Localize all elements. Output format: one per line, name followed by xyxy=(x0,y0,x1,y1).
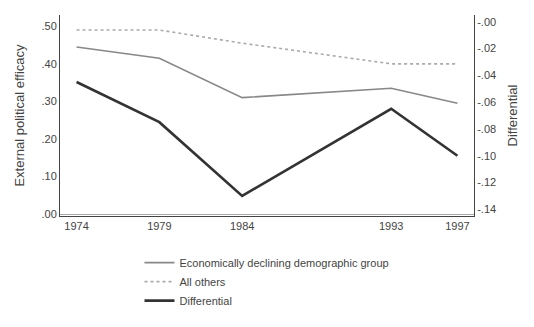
svg-text:1993: 1993 xyxy=(379,220,403,232)
svg-text:All others: All others xyxy=(180,276,226,288)
svg-text:.20: .20 xyxy=(42,133,57,145)
svg-text:.50: .50 xyxy=(42,20,57,32)
svg-text:-.10: -.10 xyxy=(477,150,496,162)
svg-text:-.14: -.14 xyxy=(477,203,496,215)
svg-text:Differential: Differential xyxy=(505,84,520,146)
svg-text:1997: 1997 xyxy=(445,220,469,232)
svg-text:-.06: -.06 xyxy=(477,96,496,108)
svg-text:.00: .00 xyxy=(42,208,57,220)
svg-text:1979: 1979 xyxy=(147,220,171,232)
svg-text:.10: .10 xyxy=(42,170,57,182)
svg-text:.40: .40 xyxy=(42,58,57,70)
svg-text:-.00: -.00 xyxy=(477,16,496,28)
svg-text:Differential: Differential xyxy=(180,295,232,307)
svg-text:-.12: -.12 xyxy=(477,176,496,188)
svg-text:1984: 1984 xyxy=(230,220,254,232)
svg-text:-.02: -.02 xyxy=(477,42,496,54)
svg-text:External political efficacy: External political efficacy xyxy=(12,44,27,187)
svg-text:-.04: -.04 xyxy=(477,69,496,81)
svg-text:-.08: -.08 xyxy=(477,123,496,135)
svg-text:Economically declining demogra: Economically declining demographic group xyxy=(180,257,389,269)
svg-text:1974: 1974 xyxy=(64,220,88,232)
svg-text:.30: .30 xyxy=(42,95,57,107)
